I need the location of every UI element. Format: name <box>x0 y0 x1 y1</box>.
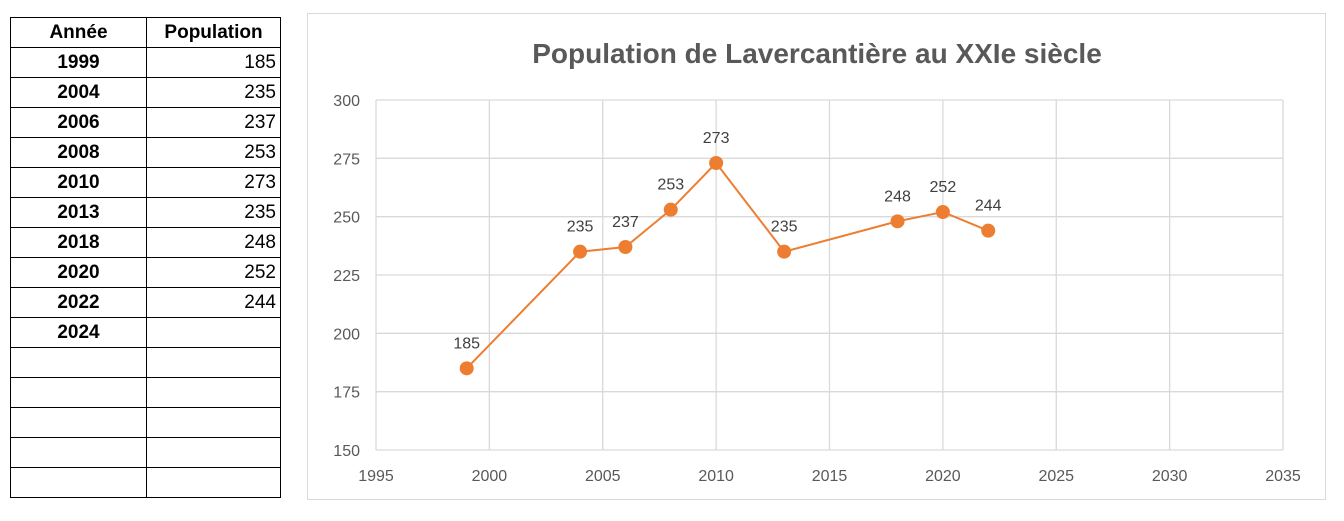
header-population: Population <box>146 17 281 48</box>
data-table: Année Population 1999 185 2004 235 2006 237 20… <box>10 17 281 498</box>
population-cell: 248 <box>146 227 281 258</box>
year-cell: 2008 <box>10 137 147 168</box>
gridlines <box>375 99 1284 451</box>
data-label: 185 <box>453 335 480 352</box>
table-header-row: Année Population <box>10 17 281 48</box>
year-cell: 2024 <box>10 317 147 348</box>
population-cell: 237 <box>146 107 281 138</box>
table-row <box>10 377 281 408</box>
x-tick-label: 2025 <box>1038 468 1074 485</box>
x-tick-label: 2035 <box>1265 468 1301 485</box>
data-point <box>709 156 724 170</box>
year-cell: 2010 <box>10 167 147 198</box>
population-cell: 273 <box>146 167 281 198</box>
table-row: 2020 252 <box>10 257 281 288</box>
table-row: 2008 253 <box>10 137 281 168</box>
table-row: 2004 235 <box>10 77 281 108</box>
population-cell: 252 <box>146 257 281 288</box>
year-cell: 2020 <box>10 257 147 288</box>
data-label: 273 <box>703 130 730 147</box>
data-point <box>777 244 792 259</box>
x-tick-label: 2015 <box>812 468 848 485</box>
data-label: 248 <box>884 188 911 205</box>
table-row <box>10 437 281 468</box>
data-point <box>459 361 474 376</box>
data-point <box>935 205 950 219</box>
chart-title: Population de Lavercantière au XXIe sièc… <box>532 38 1102 69</box>
y-tick-label: 225 <box>333 268 360 285</box>
table-row: 2013 235 <box>10 197 281 228</box>
table-row <box>10 407 281 438</box>
year-cell <box>10 437 147 468</box>
y-tick-label: 200 <box>333 326 360 343</box>
data-label: 244 <box>975 198 1002 215</box>
population-cell <box>146 407 281 438</box>
data-label: 237 <box>612 214 639 231</box>
population-cell <box>146 437 281 468</box>
y-tick-label: 175 <box>333 385 360 402</box>
population-cell: 185 <box>146 47 281 78</box>
year-cell: 2013 <box>10 197 147 228</box>
year-cell: 1999 <box>10 47 147 78</box>
population-cell <box>146 347 281 378</box>
table-row: 2010 273 <box>10 167 281 198</box>
data-label: 252 <box>930 179 957 196</box>
table-row: 1999 185 <box>10 47 281 78</box>
table-row: 2018 248 <box>10 227 281 258</box>
year-cell <box>10 467 147 498</box>
table-row <box>10 467 281 498</box>
table-row: 2024 <box>10 317 281 348</box>
x-tick-label: 2010 <box>698 468 734 485</box>
population-cell <box>146 317 281 348</box>
population-cell: 235 <box>146 77 281 108</box>
chart-area: Population de Lavercantière au XXIe sièc… <box>307 13 1326 500</box>
year-cell <box>10 407 147 438</box>
year-cell: 2018 <box>10 227 147 258</box>
year-cell <box>10 377 147 408</box>
data-point <box>890 214 905 229</box>
year-cell <box>10 347 147 378</box>
population-cell: 235 <box>146 197 281 228</box>
header-year: Année <box>10 17 147 48</box>
data-point <box>618 240 633 254</box>
table-row <box>10 347 281 378</box>
data-label: 235 <box>567 219 594 236</box>
x-tick-label: 2020 <box>925 468 961 485</box>
population-cell <box>146 467 281 498</box>
data-label: 235 <box>771 219 798 236</box>
population-cell: 253 <box>146 137 281 168</box>
x-tick-label: 1995 <box>358 468 394 485</box>
axis-tick-labels: 150 175 200 225 250 275 300 1995 2000 2005 2010 201… <box>333 93 1301 485</box>
population-cell: 244 <box>146 287 281 318</box>
x-tick-label: 2030 <box>1152 468 1188 485</box>
y-tick-label: 300 <box>333 93 360 110</box>
table-row: 2006 237 <box>10 107 281 138</box>
data-point <box>663 202 678 217</box>
series-line <box>459 156 996 376</box>
year-cell: 2004 <box>10 77 147 108</box>
year-cell: 2006 <box>10 107 147 138</box>
data-label: 253 <box>657 177 684 194</box>
population-chart: Population de Lavercantière au XXIe sièc… <box>333 38 1301 485</box>
y-tick-label: 250 <box>333 210 360 227</box>
year-cell: 2022 <box>10 287 147 318</box>
population-cell <box>146 377 281 408</box>
y-tick-label: 150 <box>333 443 360 460</box>
table-row: 2022 244 <box>10 287 281 318</box>
data-point <box>573 244 588 259</box>
y-tick-label: 275 <box>333 151 360 168</box>
x-tick-label: 2000 <box>472 468 508 485</box>
data-labels: 185 235 237 253 273 235 248 252 244 <box>453 130 1001 352</box>
x-tick-label: 2005 <box>585 468 621 485</box>
data-point <box>981 223 996 238</box>
